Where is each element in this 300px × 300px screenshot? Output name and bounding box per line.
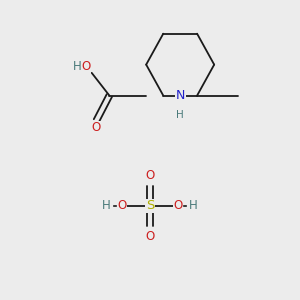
Text: HO: HO [72, 61, 90, 74]
Text: S: S [146, 200, 154, 212]
Text: H: H [73, 61, 81, 74]
Text: N: N [176, 89, 185, 102]
Text: H: H [176, 110, 184, 120]
Text: H: H [189, 200, 198, 212]
Text: O: O [82, 61, 91, 74]
Text: O: O [173, 200, 183, 212]
Text: O: O [146, 230, 154, 243]
Text: O: O [117, 200, 127, 212]
Text: H: H [102, 200, 111, 212]
Text: O: O [146, 169, 154, 182]
Text: O: O [92, 122, 101, 134]
